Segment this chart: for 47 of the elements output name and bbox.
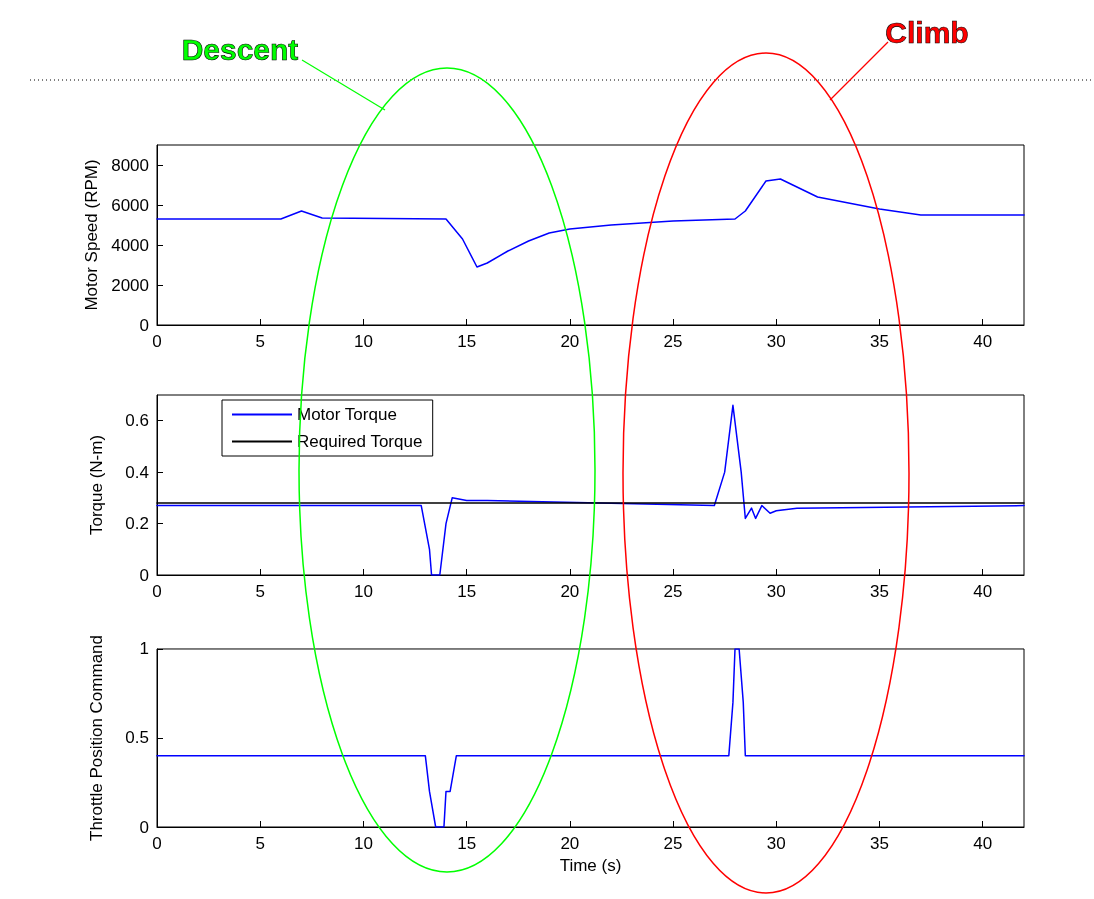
x-tick-label: 10 xyxy=(353,582,373,601)
x-tick-label: 15 xyxy=(457,332,477,351)
text: Climb xyxy=(885,16,969,49)
x-tick-label: 0 xyxy=(152,332,162,351)
x-tick-label: 10 xyxy=(353,834,373,853)
x-tick-label: 15 xyxy=(457,582,477,601)
y-tick-label: 8000 xyxy=(111,155,149,175)
y-tick-label: 0.5 xyxy=(125,728,149,748)
y-tick-label: 0.2 xyxy=(125,514,149,534)
y-tick-label: 0.4 xyxy=(125,462,149,482)
x-tick-label: 35 xyxy=(870,332,889,351)
x-tick-label: 20 xyxy=(560,582,580,601)
x-tick-label: 20 xyxy=(560,332,580,351)
x-tick-label: 0 xyxy=(152,582,162,601)
x-tick-label: 25 xyxy=(663,582,683,601)
y-tick-label: 1 xyxy=(139,639,149,659)
x-tick-label: 25 xyxy=(663,332,683,351)
x-tick-label: 5 xyxy=(255,582,265,601)
y-tick-label: 0 xyxy=(139,315,149,335)
x-tick-label: 30 xyxy=(766,332,786,351)
y-tick-label: 4000 xyxy=(111,235,149,255)
x-tick-label: 10 xyxy=(353,332,373,351)
x-tick-label: 5 xyxy=(255,834,265,853)
line-series xyxy=(156,648,1025,828)
line-series xyxy=(156,178,1025,268)
y-axis-title: Torque (N-m) xyxy=(87,434,106,536)
x-tick-label: 20 xyxy=(560,834,580,853)
y-tick-label: 0 xyxy=(139,817,149,837)
y-axis-title: Motor Speed (RPM) xyxy=(82,159,102,311)
x-axis-title: Time (s) xyxy=(559,855,622,875)
x-tick-label: 40 xyxy=(973,834,993,853)
x-tick-label: 5 xyxy=(255,332,265,351)
x-tick-label: 0 xyxy=(152,834,162,853)
x-tick-label: 35 xyxy=(870,834,889,853)
x-tick-label: 30 xyxy=(766,582,786,601)
x-tick-label: 15 xyxy=(457,834,477,853)
text: Descent xyxy=(181,33,299,66)
x-tick-label: 40 xyxy=(973,332,993,351)
y-tick-label: 0 xyxy=(139,565,149,585)
y-tick-label: 2000 xyxy=(111,275,149,295)
y-tick-label: 6000 xyxy=(111,195,149,215)
x-tick-label: 25 xyxy=(663,834,683,853)
x-tick-label: 30 xyxy=(766,834,786,853)
x-tick-label: 35 xyxy=(870,582,889,601)
y-tick-label: 0.6 xyxy=(125,411,149,431)
x-tick-label: 40 xyxy=(973,582,993,601)
y-axis-title: Throttle Position Command xyxy=(87,635,106,841)
